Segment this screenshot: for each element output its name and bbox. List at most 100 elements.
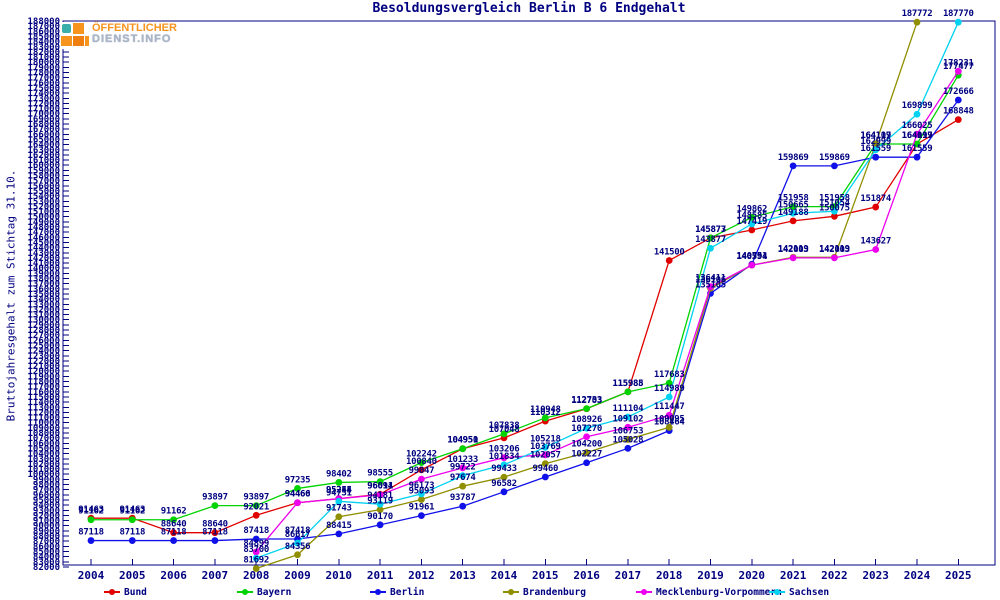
svg-text:115985: 115985 — [613, 379, 644, 389]
svg-text:2013: 2013 — [449, 569, 476, 582]
svg-text:143000: 143000 — [27, 249, 60, 259]
svg-text:93897: 93897 — [202, 493, 228, 503]
svg-text:162000: 162000 — [27, 151, 60, 161]
legend-item-mecklenburg-vorpommern: Mecklenburg-Vorpommern — [636, 584, 782, 600]
svg-text:2024: 2024 — [904, 569, 931, 582]
svg-text:151874: 151874 — [860, 194, 892, 204]
svg-text:134000: 134000 — [27, 295, 60, 305]
svg-text:103769: 103769 — [530, 442, 561, 452]
svg-text:145000: 145000 — [27, 238, 60, 248]
svg-text:172000: 172000 — [27, 99, 60, 109]
svg-text:149862: 149862 — [736, 204, 767, 214]
svg-text:109102: 109102 — [613, 414, 644, 424]
svg-text:106753: 106753 — [613, 426, 644, 436]
svg-text:153000: 153000 — [27, 197, 60, 207]
svg-text:150665: 150665 — [778, 200, 809, 210]
svg-text:145877: 145877 — [695, 225, 726, 235]
chart-legend: Bund Bayern Berlin Brandenburg Mecklenburg-V… — [0, 584, 1000, 600]
svg-text:99047: 99047 — [409, 466, 435, 476]
svg-text:178231: 178231 — [943, 58, 974, 68]
svg-text:111000: 111000 — [27, 414, 60, 424]
svg-text:108926: 108926 — [571, 415, 602, 425]
svg-text:2007: 2007 — [202, 569, 229, 582]
svg-text:96094: 96094 — [367, 481, 393, 491]
svg-text:97674: 97674 — [450, 473, 476, 483]
svg-text:177000: 177000 — [27, 74, 60, 84]
svg-text:112000: 112000 — [27, 408, 60, 418]
svg-text:104951: 104951 — [447, 436, 478, 446]
svg-text:141000: 141000 — [27, 259, 60, 269]
svg-text:2014: 2014 — [491, 569, 518, 582]
svg-text:143627: 143627 — [860, 237, 891, 247]
svg-text:121000: 121000 — [27, 362, 60, 372]
svg-text:83700: 83700 — [243, 545, 269, 555]
svg-text:151958: 151958 — [778, 194, 809, 204]
svg-text:129000: 129000 — [27, 321, 60, 331]
svg-text:98402: 98402 — [326, 469, 352, 479]
svg-text:107000: 107000 — [27, 434, 60, 444]
svg-text:95255: 95255 — [326, 486, 352, 496]
svg-text:2015: 2015 — [532, 569, 559, 582]
svg-text:164099: 164099 — [902, 131, 933, 141]
svg-text:186000: 186000 — [27, 27, 60, 37]
svg-text:145873: 145873 — [695, 225, 726, 235]
svg-text:157000: 157000 — [27, 177, 60, 187]
logo-squares-icon — [61, 23, 89, 47]
svg-text:83000: 83000 — [33, 558, 60, 568]
svg-text:92021: 92021 — [243, 502, 269, 512]
svg-text:96582: 96582 — [491, 479, 517, 489]
svg-text:185000: 185000 — [27, 32, 60, 42]
svg-text:136106: 136106 — [695, 275, 726, 285]
svg-text:101000: 101000 — [27, 465, 60, 475]
svg-text:94731: 94731 — [326, 488, 352, 498]
svg-text:150075: 150075 — [819, 203, 850, 213]
legend-marker-icon — [769, 588, 785, 596]
svg-text:90170: 90170 — [367, 512, 393, 522]
svg-text:101233: 101233 — [447, 455, 478, 465]
svg-text:85000: 85000 — [33, 547, 60, 557]
svg-text:156000: 156000 — [27, 182, 60, 192]
svg-text:167000: 167000 — [27, 125, 60, 135]
svg-text:163000: 163000 — [27, 146, 60, 156]
svg-text:2017: 2017 — [615, 569, 642, 582]
svg-text:182000: 182000 — [27, 48, 60, 58]
svg-text:109000: 109000 — [27, 424, 60, 434]
svg-text:142000: 142000 — [27, 254, 60, 264]
svg-text:91743: 91743 — [326, 504, 352, 514]
svg-text:95093: 95093 — [409, 486, 435, 496]
svg-text:97235: 97235 — [285, 475, 311, 485]
svg-text:115000: 115000 — [27, 393, 60, 403]
svg-text:169000: 169000 — [27, 115, 60, 125]
legend-label: Sachsen — [789, 586, 830, 598]
svg-text:114000: 114000 — [27, 398, 60, 408]
svg-text:82000: 82000 — [33, 563, 60, 573]
legend-marker-icon — [370, 588, 386, 596]
svg-text:151958: 151958 — [819, 194, 850, 204]
svg-text:97000: 97000 — [33, 486, 60, 496]
svg-text:102242: 102242 — [406, 450, 437, 460]
svg-text:142119: 142119 — [819, 244, 850, 254]
svg-text:165000: 165000 — [27, 135, 60, 145]
svg-text:2010: 2010 — [326, 569, 353, 582]
legend-item-brandenburg: Brandenburg — [503, 584, 586, 600]
svg-text:87118: 87118 — [202, 528, 228, 538]
svg-text:87418: 87418 — [285, 526, 311, 536]
svg-text:109095: 109095 — [654, 414, 685, 424]
svg-text:2021: 2021 — [780, 569, 807, 582]
svg-text:140751: 140751 — [736, 251, 767, 261]
svg-text:99000: 99000 — [33, 475, 60, 485]
svg-text:140000: 140000 — [27, 264, 60, 274]
svg-text:161559: 161559 — [860, 144, 891, 154]
svg-text:135000: 135000 — [27, 290, 60, 300]
svg-text:168848: 168848 — [943, 107, 974, 117]
svg-text:142003: 142003 — [778, 245, 809, 255]
svg-text:154000: 154000 — [27, 192, 60, 202]
legend-label: Bund — [124, 586, 147, 598]
svg-text:164109: 164109 — [860, 131, 891, 141]
legend-item-bund: Bund — [104, 584, 147, 600]
svg-text:161559: 161559 — [902, 144, 933, 154]
svg-text:2023: 2023 — [862, 569, 889, 582]
svg-text:175000: 175000 — [27, 84, 60, 94]
svg-text:126000: 126000 — [27, 336, 60, 346]
svg-text:98555: 98555 — [367, 469, 393, 479]
